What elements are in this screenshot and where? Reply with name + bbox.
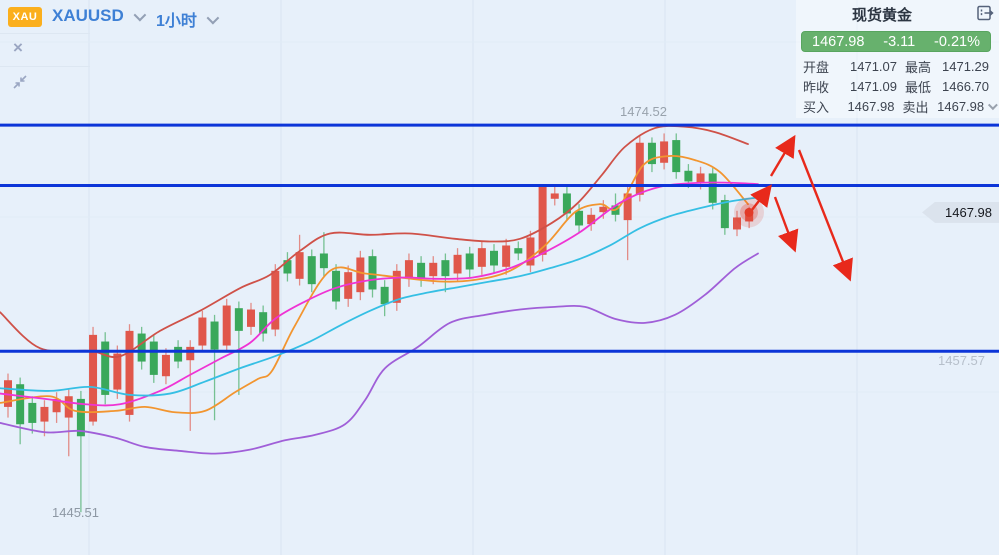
open-label: 开盘 bbox=[803, 59, 830, 75]
close-icon[interactable]: × bbox=[13, 38, 23, 57]
buy-label: 买入 bbox=[803, 99, 830, 115]
open-value: 1471.07 bbox=[850, 58, 897, 74]
expand-quote-icon[interactable] bbox=[988, 99, 998, 110]
timeframe-label: 1小时 bbox=[156, 13, 197, 30]
timeframe-dropdown[interactable]: 1小时 bbox=[156, 7, 220, 31]
badge-percent: -0.21% bbox=[934, 33, 980, 50]
low-label: 最低 bbox=[905, 79, 932, 95]
buy-value: 1467.98 bbox=[847, 98, 895, 114]
low-value: 1466.70 bbox=[942, 78, 989, 94]
high-label: 最高 bbox=[905, 59, 932, 75]
divider bbox=[0, 33, 90, 34]
quote-row-buy-sell: 买入 1467.98 卖出 1467.98 bbox=[803, 96, 998, 116]
high-value: 1471.29 bbox=[942, 58, 989, 74]
quote-panel: 现货黄金 1467.98 -3.11 -0.21% 开盘 1471.07 最高 … bbox=[796, 0, 999, 118]
sell-label: 卖出 bbox=[902, 99, 929, 115]
instrument-badge: XAU bbox=[8, 7, 42, 27]
annotation-low-label: 1445.51 bbox=[52, 505, 99, 520]
quote-rows: 开盘 1471.07 最高 1471.29 昨收 1471.09 最低 1466… bbox=[803, 56, 998, 116]
prev-close-label: 昨收 bbox=[803, 79, 830, 95]
sell-value: 1467.98 bbox=[937, 98, 985, 114]
annotation-support-label: 1457.57 bbox=[938, 353, 985, 368]
collapse-arrows-glyph bbox=[13, 75, 27, 89]
price-change-badge: 1467.98 -3.11 -0.21% bbox=[801, 31, 991, 52]
quote-title: 现货黄金 bbox=[851, 7, 912, 24]
symbol-label: XAUUSD bbox=[52, 6, 124, 25]
panel-expand-icon[interactable] bbox=[976, 4, 994, 27]
symbol-dropdown[interactable]: XAUUSD bbox=[52, 6, 147, 26]
quote-row-open-high: 开盘 1471.07 最高 1471.29 bbox=[803, 56, 995, 76]
badge-price: 1467.98 bbox=[812, 33, 865, 50]
last-price-tag: 1467.98 bbox=[922, 201, 999, 223]
divider bbox=[0, 66, 90, 67]
collapse-icon[interactable] bbox=[11, 73, 29, 96]
quote-row-prev-low: 昨收 1471.09 最低 1466.70 bbox=[803, 76, 995, 96]
annotation-high-label: 1474.52 bbox=[620, 104, 667, 119]
badge-change: -3.11 bbox=[883, 33, 916, 50]
prev-close-value: 1471.09 bbox=[850, 78, 897, 94]
